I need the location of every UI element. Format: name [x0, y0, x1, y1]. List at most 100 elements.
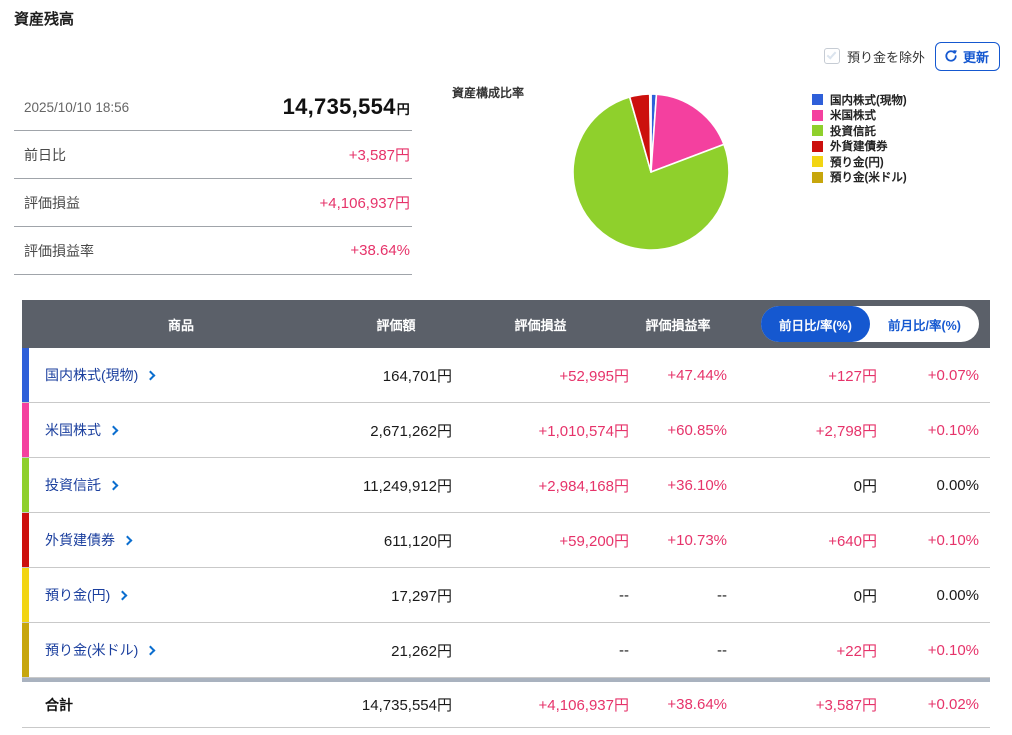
day-change-rate-cell: 0.00%: [936, 476, 979, 494]
pie-chart: [572, 93, 730, 251]
day-change-rate-cell: +0.10%: [927, 531, 979, 549]
pl-cell: +59,200円: [559, 532, 629, 550]
chevron-right-icon: [145, 645, 156, 655]
day-change-cell: +22円: [836, 642, 877, 660]
col-header-product: 商品: [167, 317, 194, 333]
valuation-cell: 11,249,912円: [363, 477, 452, 495]
exclude-deposit-checkbox[interactable]: [823, 48, 840, 64]
pl-cell: +2,984,168円: [538, 477, 630, 495]
valuation-cell: 164,701円: [382, 367, 452, 385]
product-link[interactable]: 預り金(米ドル): [45, 640, 156, 660]
col-header-pl: 評価損益: [514, 317, 567, 333]
table-header: 商品 評価額 評価損益 評価損益率 前日比/率(%) 前月比/率(%): [22, 300, 990, 348]
legend-item: 国内株式(現物): [812, 92, 907, 108]
exclude-deposit-label: 預り金を除外: [846, 49, 925, 65]
day-change-rate-cell: +0.07%: [927, 366, 979, 384]
valuation-cell: 2,671,262円: [370, 422, 452, 440]
product-name: 預り金(米ドル): [45, 642, 139, 658]
pl-rate-cell: +60.85%: [667, 421, 727, 439]
legend-item: 預り金(米ドル): [812, 170, 907, 186]
day-change-rate-cell: +0.10%: [927, 641, 979, 659]
pl-rate-cell: --: [717, 641, 727, 659]
pl-cell: --: [619, 586, 629, 604]
table-body: 国内株式(現物) 164,701円 +52,995円 +47.44% +127円…: [22, 348, 990, 678]
pl-rate-cell: +47.44%: [667, 366, 727, 384]
product-name: 預り金(円): [45, 587, 111, 603]
pie-chart-title: 資産構成比率: [452, 86, 525, 100]
table-row: 外貨建債券 611,120円 +59,200円 +10.73% +640円 +0…: [22, 513, 990, 568]
total-row: 合計 14,735,554円 +4,106,937円 +38.64% +3,58…: [22, 678, 990, 728]
refresh-icon: [945, 50, 957, 62]
day-change-cell: +127円: [828, 367, 877, 385]
checkmark-icon: [826, 49, 837, 60]
legend-item: 投資信託: [812, 123, 907, 139]
day-change-rate-cell: 0.00%: [936, 586, 979, 604]
toggle-day-change-button[interactable]: 前日比/率(%): [761, 306, 870, 342]
summary-row-value: +4,106,937円: [319, 195, 411, 212]
table-row: 投資信託 11,249,912円 +2,984,168円 +36.10% 0円 …: [22, 458, 990, 513]
col-header-pl-rate: 評価損益率: [645, 317, 711, 333]
summary-row-value: +3,587円: [348, 147, 410, 164]
pl-rate-cell: --: [717, 586, 727, 604]
pl-rate-cell: +36.10%: [667, 476, 727, 494]
chevron-right-icon: [117, 590, 128, 600]
legend-swatch: [812, 125, 823, 137]
pl-cell: +1,010,574円: [538, 422, 630, 440]
period-toggle: 前日比/率(%) 前月比/率(%): [727, 306, 979, 342]
category-color-bar: [22, 513, 29, 567]
day-change-cell: +640円: [828, 532, 877, 550]
legend-swatch: [812, 94, 823, 106]
summary-row: 評価損益率 +38.64%: [14, 227, 412, 275]
chevron-right-icon: [108, 480, 119, 490]
legend-label: 米国株式: [830, 110, 876, 123]
summary-row-value: +38.64%: [350, 242, 410, 259]
day-change-cell: 0円: [853, 587, 877, 605]
total-day-change: +3,587円: [815, 697, 877, 714]
legend-item: 預り金(円): [812, 154, 907, 170]
pie-slice: [572, 96, 730, 251]
chevron-right-icon: [108, 425, 119, 435]
pie-slice: [650, 93, 725, 173]
legend-item: 外貨建債券: [812, 139, 907, 155]
product-link[interactable]: 預り金(円): [45, 585, 128, 605]
product-name: 投資信託: [45, 477, 101, 493]
category-color-bar: [22, 568, 29, 622]
category-color-bar: [22, 348, 29, 402]
legend-swatch: [812, 171, 823, 183]
product-link[interactable]: 外貨建債券: [45, 530, 133, 550]
summary-row: 評価損益 +4,106,937円: [14, 179, 412, 227]
pl-cell: --: [619, 641, 629, 659]
table-row: 国内株式(現物) 164,701円 +52,995円 +47.44% +127円…: [22, 348, 990, 403]
toggle-month-change-button[interactable]: 前月比/率(%): [870, 306, 979, 342]
product-cell: 預り金(米ドル): [22, 623, 340, 677]
product-link[interactable]: 投資信託: [45, 475, 119, 495]
refresh-button-label: 更新: [962, 49, 989, 65]
exclude-deposit-option[interactable]: 預り金を除外: [823, 47, 925, 66]
product-link[interactable]: 国内株式(現物): [45, 365, 156, 385]
chart-legend: 国内株式(現物) 米国株式 投資信託 外貨建債券 預り金(円) 預り金(米ドル): [812, 92, 907, 185]
category-color-bar: [22, 403, 29, 457]
product-link[interactable]: 米国株式: [45, 420, 119, 440]
pl-rate-cell: +10.73%: [667, 531, 727, 549]
product-cell: 投資信託: [22, 458, 340, 512]
refresh-button[interactable]: 更新: [934, 41, 1000, 71]
total-valuation: 14,735,554円: [361, 697, 452, 714]
valuation-cell: 21,262円: [391, 642, 452, 660]
legend-swatch: [812, 156, 823, 168]
page-title: 資産残高: [14, 11, 75, 28]
table-row: 預り金(円) 17,297円 -- -- 0円 0.00%: [22, 568, 990, 623]
legend-label: 預り金(円): [830, 156, 884, 169]
summary-header: 2025/10/10 18:56 14,735,554円: [14, 84, 412, 131]
product-cell: 外貨建債券: [22, 513, 340, 567]
total-pl-rate: +38.64%: [667, 696, 727, 713]
table-row: 預り金(米ドル) 21,262円 -- -- +22円 +0.10%: [22, 623, 990, 678]
summary-row: 前日比 +3,587円: [14, 131, 412, 179]
valuation-cell: 17,297円: [391, 587, 452, 605]
day-change-rate-cell: +0.10%: [927, 421, 979, 439]
day-change-cell: 0円: [853, 477, 877, 495]
pie-slice: [649, 93, 652, 173]
product-cell: 米国株式: [22, 403, 340, 457]
product-cell: 預り金(円): [22, 568, 340, 622]
summary-row-label: 評価損益率: [24, 242, 94, 259]
chevron-right-icon: [122, 535, 133, 545]
